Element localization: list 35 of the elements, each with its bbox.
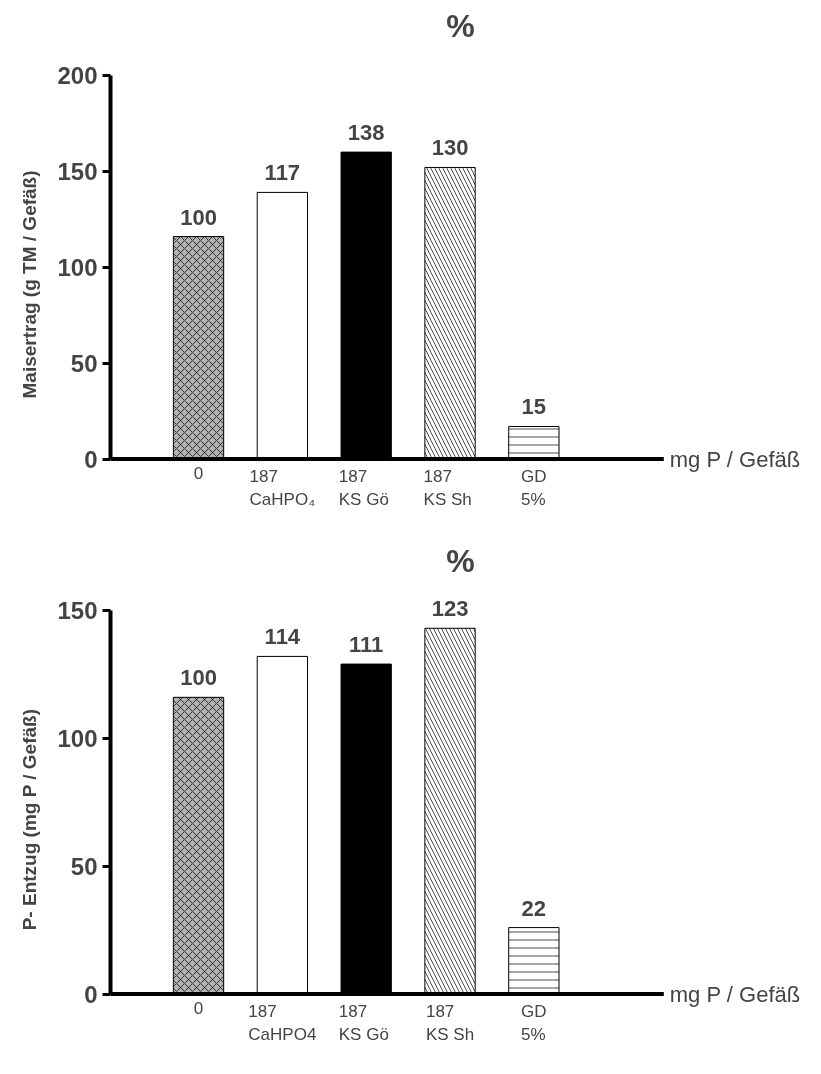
- annotation: 123: [431, 596, 469, 622]
- x-tick-label: GD 5%: [521, 467, 547, 509]
- y-tick-label: 0: [84, 980, 98, 1008]
- y-tick-label: 100: [57, 724, 98, 752]
- y-tick-label: 200: [57, 61, 98, 89]
- y-tick-label: 100: [57, 253, 98, 281]
- annotation: 15: [521, 394, 547, 420]
- annotation: 138: [347, 120, 385, 146]
- x-tick-label: 187 KS Sh: [423, 467, 472, 509]
- y-tick-label: 50: [70, 852, 98, 880]
- x-tick-label: 187 KS Gö: [338, 467, 389, 509]
- y-axis-title: P- Entzug (mg P / Gefäß): [19, 709, 41, 931]
- x-tick-label: 187 CaHPO₄: [249, 467, 316, 509]
- x-axis-title: mg P / Gefäß: [669, 446, 801, 472]
- chart-title: %: [446, 7, 475, 44]
- y-tick-label: 0: [84, 445, 98, 473]
- x-tick-label: 0: [193, 999, 204, 1019]
- x-tick-label: 0: [193, 464, 204, 484]
- y-tick-label: 150: [57, 596, 98, 624]
- annotation: 100: [180, 204, 217, 230]
- x-tick-label: 187 KS Gö: [338, 1002, 389, 1044]
- y-tick-label: 50: [70, 349, 98, 377]
- annotation: 100: [180, 665, 217, 691]
- annotation: 22: [521, 895, 547, 921]
- annotation: 130: [431, 135, 469, 161]
- annotation: 114: [264, 624, 301, 650]
- annotation: 117: [264, 160, 301, 186]
- chart-title: %: [446, 542, 475, 579]
- x-tick-label: 187 KS Sh: [425, 1002, 475, 1044]
- y-axis-title: Maisertrag (g TM / Gefäß): [19, 170, 41, 399]
- x-tick-label: GD 5%: [521, 1002, 547, 1044]
- x-axis-title: mg P / Gefäß: [669, 981, 801, 1007]
- annotation: 111: [349, 632, 384, 658]
- x-tick-label: 187 CaHPO4: [248, 1002, 317, 1044]
- y-tick-label: 150: [57, 157, 98, 185]
